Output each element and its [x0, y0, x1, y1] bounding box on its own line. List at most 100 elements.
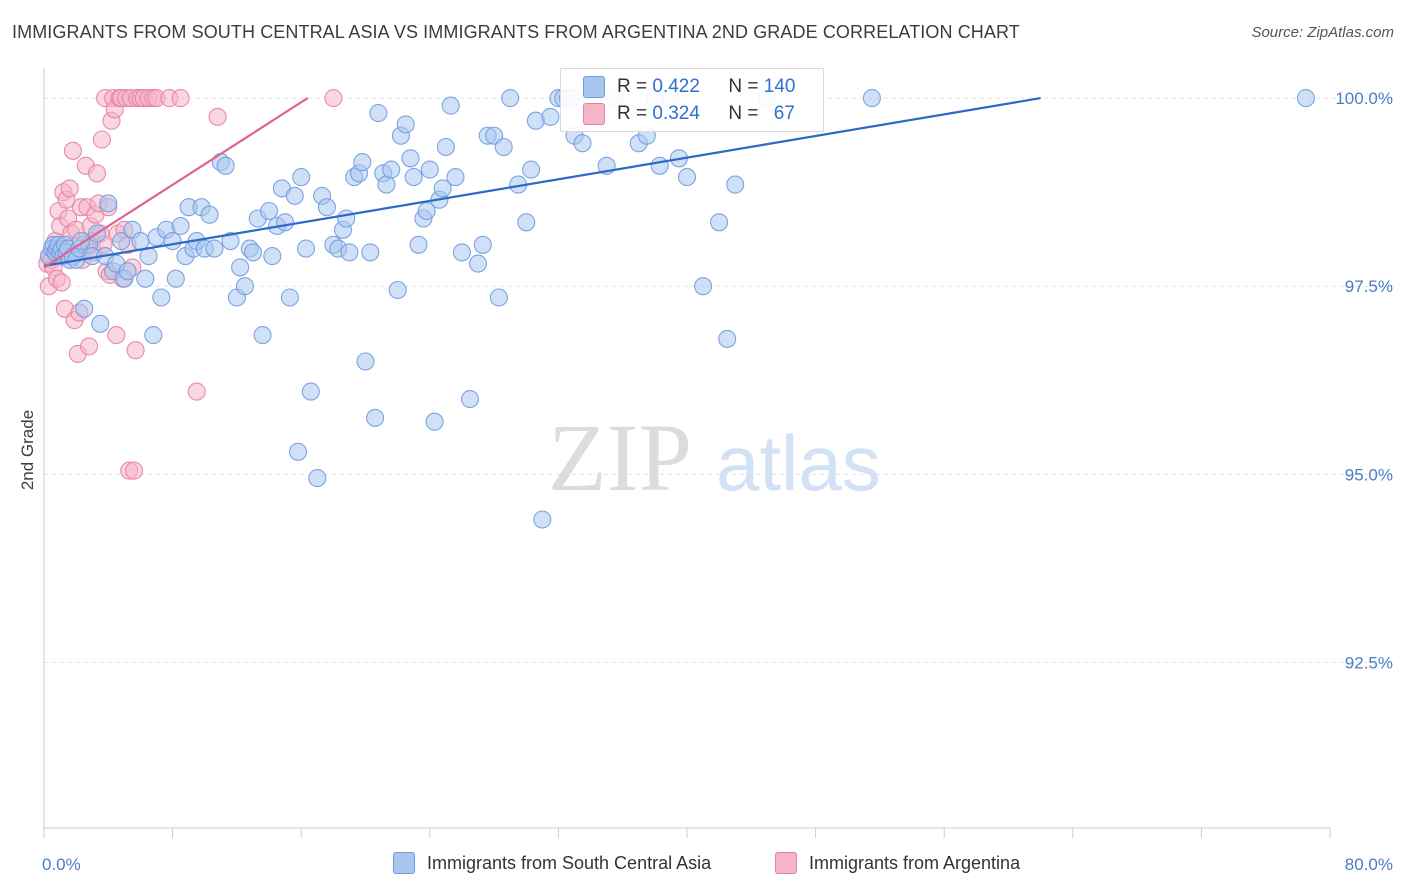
legend-label: Immigrants from South Central Asia: [427, 852, 712, 873]
point-south-central-asia: [118, 262, 137, 281]
point-argentina: [60, 179, 79, 198]
point-argentina: [171, 89, 190, 108]
point-argentina: [52, 273, 71, 292]
point-south-central-asia: [235, 277, 254, 296]
stats-row-argentina: R = 0.324 N = 67: [561, 100, 795, 128]
point-south-central-asia: [489, 288, 508, 307]
chart-title: IMMIGRANTS FROM SOUTH CENTRAL ASIA VS IM…: [12, 22, 1020, 42]
y-tick-labels: 92.5% 95.0% 97.5% 100.0%: [1335, 89, 1393, 672]
point-south-central-asia: [216, 156, 235, 175]
point-south-central-asia: [131, 232, 150, 251]
point-south-central-asia: [541, 107, 560, 126]
x-tick-label: 0.0%: [42, 855, 81, 874]
axes: [43, 68, 1331, 838]
point-south-central-asia: [91, 314, 110, 333]
point-south-central-asia: [1296, 89, 1315, 108]
point-south-central-asia: [377, 175, 396, 194]
point-south-central-asia: [650, 156, 669, 175]
point-south-central-asia: [452, 243, 471, 262]
point-south-central-asia: [231, 258, 250, 277]
trend-lines: [43, 97, 1041, 269]
point-south-central-asia: [292, 168, 311, 187]
point-argentina: [92, 130, 111, 149]
point-south-central-asia: [425, 412, 444, 431]
point-south-central-asia: [388, 280, 407, 300]
watermark: ZIP atlas: [548, 404, 881, 511]
point-south-central-asia: [253, 326, 272, 345]
point-south-central-asia: [694, 277, 713, 296]
point-south-central-asia: [404, 168, 423, 187]
point-south-central-asia: [296, 239, 316, 258]
point-south-central-asia: [710, 213, 729, 232]
point-south-central-asia: [288, 442, 308, 461]
stats-n-label: N =: [728, 76, 764, 97]
point-south-central-asia: [361, 243, 380, 262]
stats-box: R = 0.422 N = 140 R = 0.324 N = 67: [560, 68, 824, 132]
data-points: [38, 89, 1315, 529]
stats-r-value: 0.324: [652, 103, 700, 124]
trend-line-argentina: [43, 97, 309, 269]
point-south-central-asia: [409, 235, 428, 254]
point-south-central-asia: [276, 213, 295, 232]
stats-r-label: R =: [617, 103, 653, 124]
stats-swatch-blue: [583, 76, 605, 98]
point-south-central-asia: [441, 96, 460, 115]
point-south-central-asia: [501, 89, 520, 108]
point-south-central-asia: [473, 235, 492, 254]
watermark-zip: ZIP: [548, 404, 692, 511]
point-argentina: [324, 89, 343, 108]
point-south-central-asia: [340, 243, 359, 262]
point-south-central-asia: [353, 153, 372, 172]
stats-n-value: 67: [773, 103, 795, 124]
y-tick-label: 97.5%: [1345, 277, 1393, 296]
point-south-central-asia: [356, 352, 375, 371]
legend-item-south-central-asia[interactable]: Immigrants from South Central Asia: [393, 852, 711, 874]
point-argentina: [187, 382, 206, 401]
point-south-central-asia: [433, 179, 452, 198]
point-argentina: [208, 107, 227, 126]
point-argentina: [124, 461, 144, 480]
stats-swatch-pink: [583, 103, 605, 125]
point-south-central-asia: [446, 168, 465, 187]
point-south-central-asia: [369, 104, 388, 123]
x-tick-labels: 0.0% 80.0%: [42, 855, 1393, 874]
trend-line-south-central-asia: [43, 97, 1041, 267]
point-south-central-asia: [259, 201, 279, 221]
point-south-central-asia: [301, 382, 320, 401]
point-south-central-asia: [436, 137, 455, 157]
y-tick-label: 95.0%: [1345, 465, 1393, 484]
point-south-central-asia: [366, 408, 385, 427]
y-tick-label: 100.0%: [1335, 89, 1393, 108]
point-south-central-asia: [205, 239, 224, 258]
point-argentina: [107, 326, 126, 345]
source-label: Source: ZipAtlas.com: [1251, 24, 1394, 41]
point-south-central-asia: [677, 168, 697, 187]
point-south-central-asia: [75, 299, 94, 318]
point-south-central-asia: [862, 89, 881, 108]
point-south-central-asia: [112, 232, 131, 251]
y-axis-label: 2nd Grade: [18, 410, 37, 490]
point-argentina: [79, 337, 99, 356]
legend-item-argentina[interactable]: Immigrants from Argentina: [775, 852, 1020, 874]
legend-swatch-blue: [393, 852, 415, 874]
point-south-central-asia: [494, 137, 513, 157]
stats-n-value: 140: [763, 76, 796, 97]
point-south-central-asia: [280, 288, 299, 307]
point-south-central-asia: [243, 243, 263, 262]
point-south-central-asia: [263, 247, 282, 266]
point-south-central-asia: [468, 254, 488, 273]
point-south-central-asia: [136, 269, 155, 288]
stats-r-label: R =: [617, 76, 653, 97]
point-argentina: [126, 341, 145, 360]
stats-r-value: 0.422: [652, 76, 700, 97]
point-south-central-asia: [517, 213, 536, 232]
stats-n-label: N =: [728, 103, 764, 124]
point-south-central-asia: [285, 186, 304, 205]
point-south-central-asia: [166, 269, 185, 288]
watermark-atlas: atlas: [716, 419, 881, 507]
point-south-central-asia: [460, 390, 480, 409]
point-south-central-asia: [221, 232, 240, 251]
point-south-central-asia: [200, 205, 219, 224]
point-south-central-asia: [726, 175, 745, 194]
